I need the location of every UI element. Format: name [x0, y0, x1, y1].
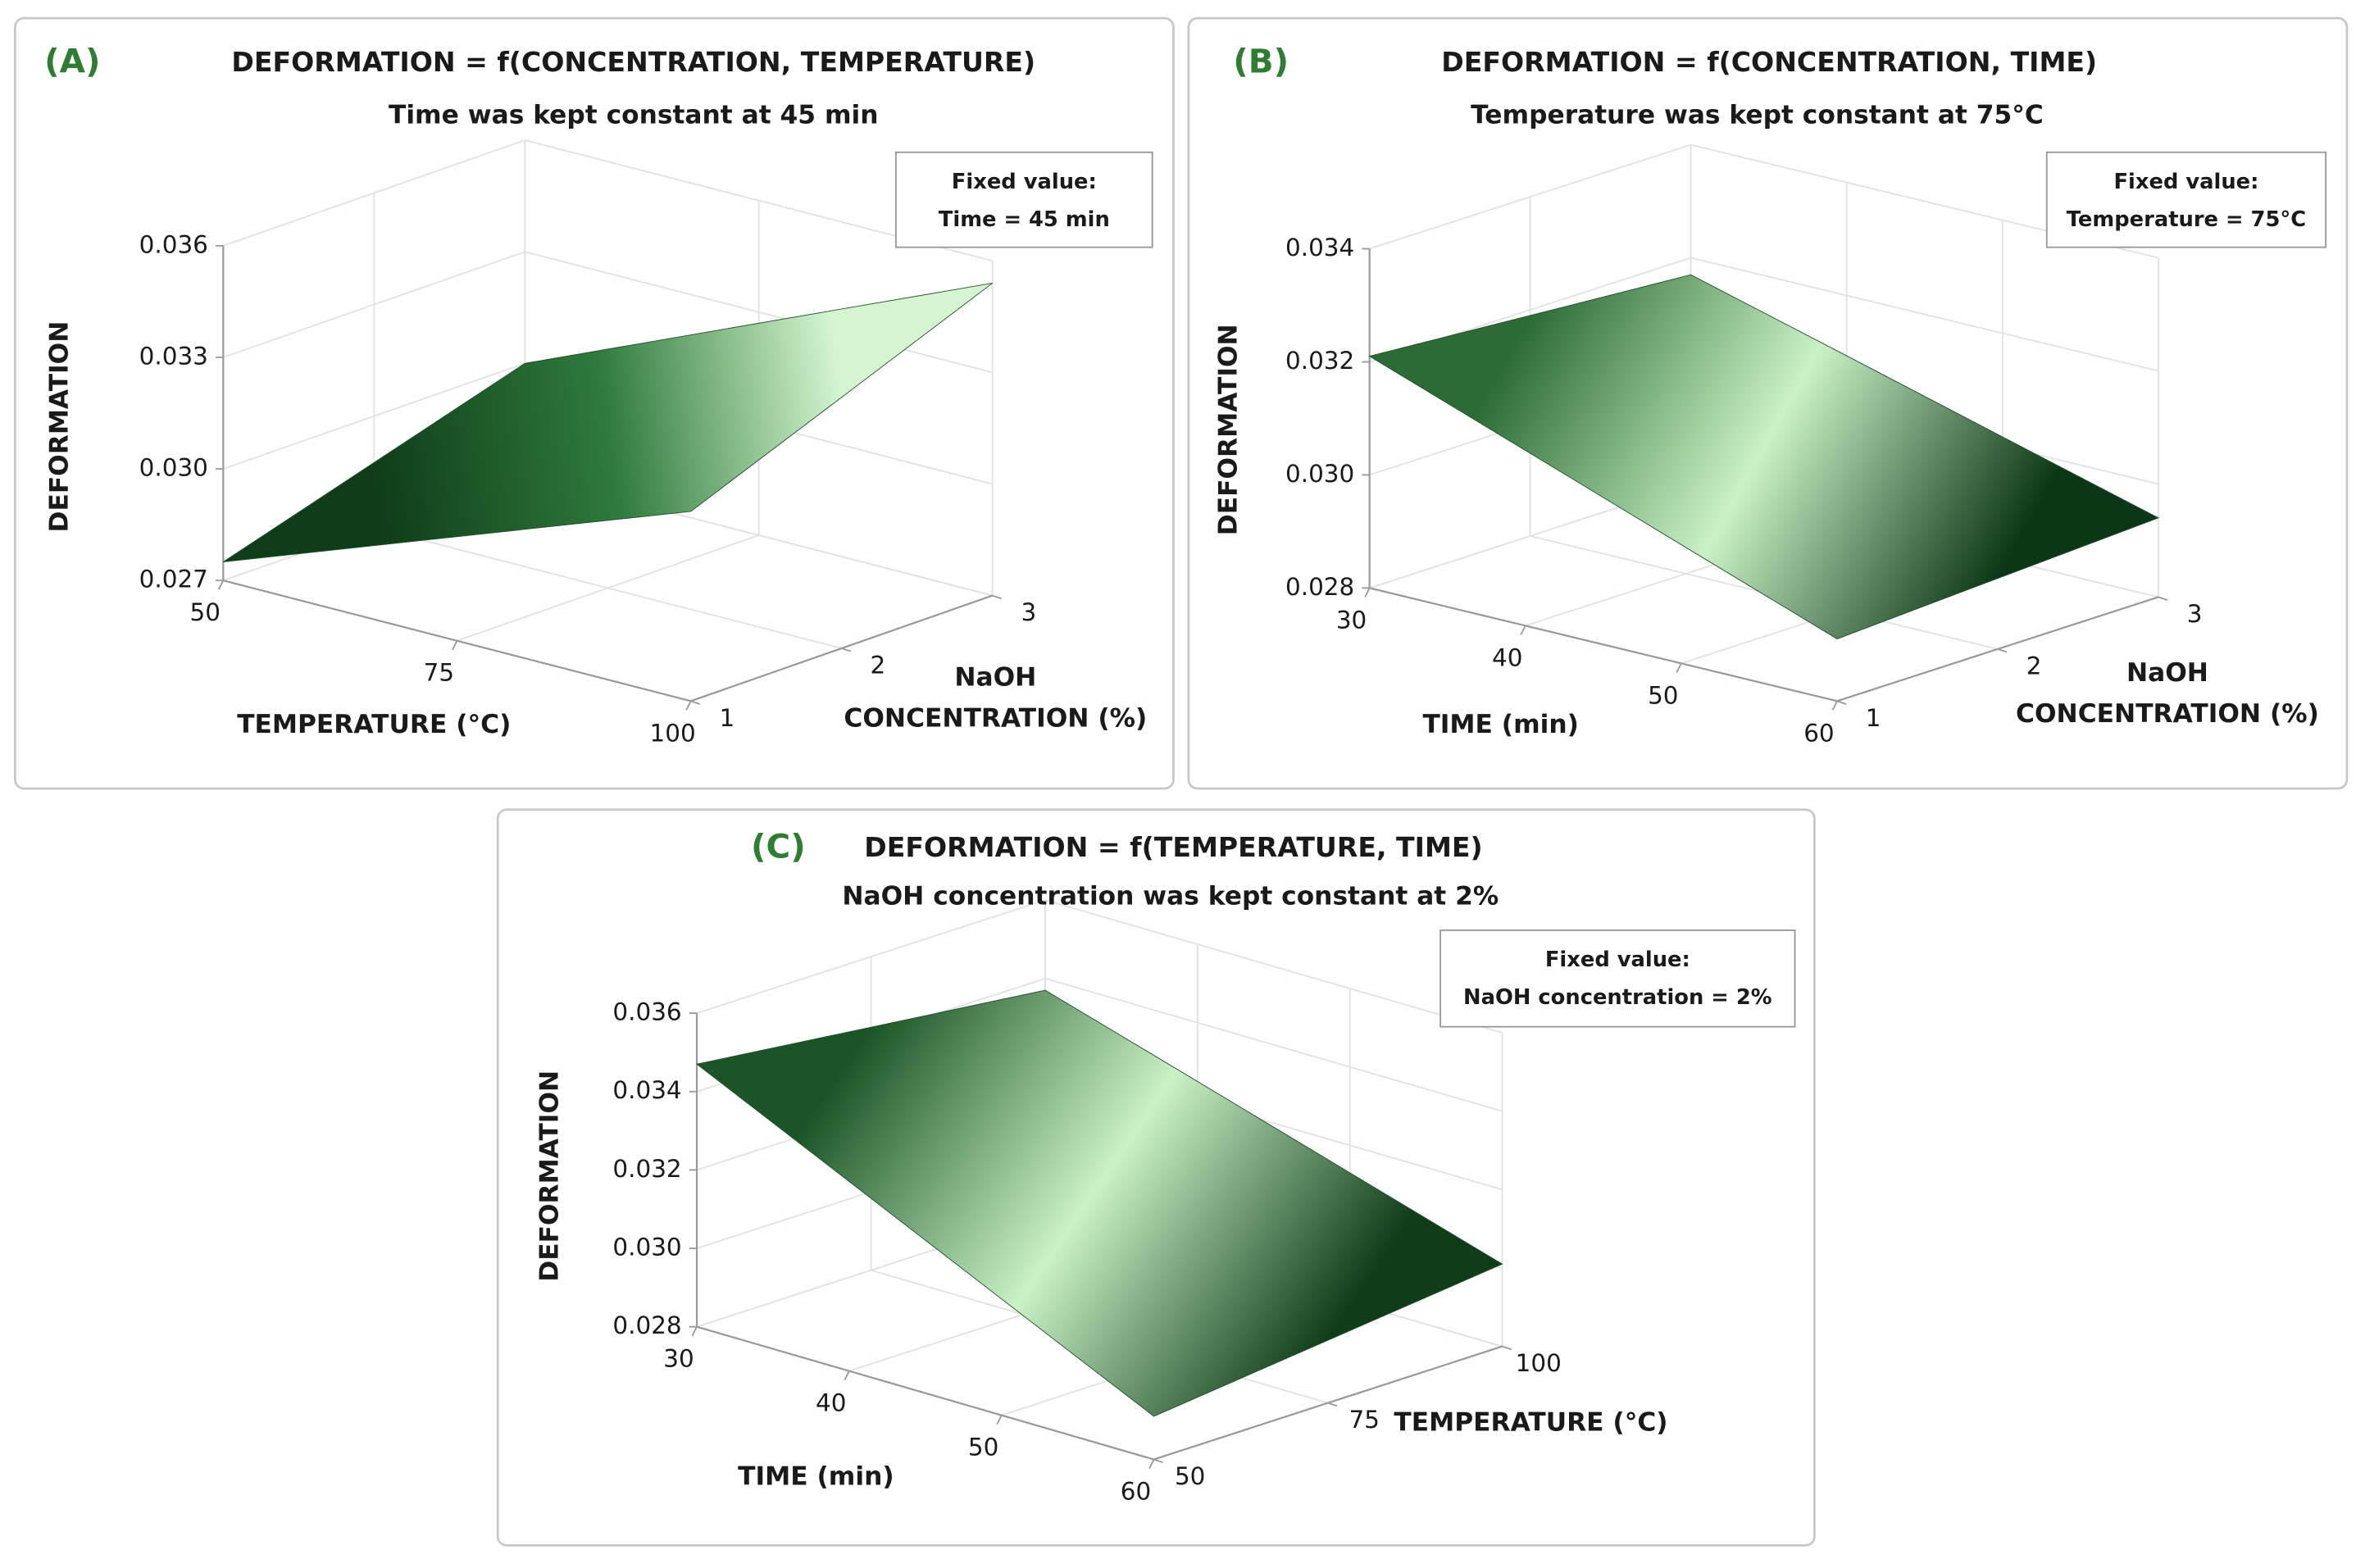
tick-mark: [217, 579, 225, 590]
x-tick-label: 40: [816, 1389, 846, 1417]
panel-label: (A): [44, 41, 100, 80]
tick-mark: [690, 700, 701, 705]
fixed-value-text: Time = 45 min: [939, 207, 1110, 232]
z-tick-label: 0.036: [139, 230, 208, 258]
x-tick-label: 30: [1336, 606, 1367, 634]
x-tick-label: 75: [424, 659, 454, 687]
tick-mark: [1153, 1458, 1163, 1464]
chart-title: DEFORMATION = f(CONCENTRATION, TEMPERATU…: [231, 46, 1035, 78]
x-tick-label: 60: [1803, 719, 1834, 747]
z-tick-label: 0.032: [612, 1155, 681, 1183]
tick-mark: [1997, 648, 2008, 653]
x-axis-label: TIME (min): [738, 1462, 894, 1492]
grid-line: [1044, 899, 1503, 1034]
fixed-value-text: NaOH concentration = 2%: [1463, 985, 1772, 1010]
x-tick-label: 40: [1492, 643, 1522, 671]
z-tick-label: 0.034: [612, 1076, 681, 1104]
z-tick-label: 0.036: [612, 998, 681, 1026]
axis-line: [1369, 587, 1838, 702]
fixed-value-text: Fixed value:: [1545, 948, 1690, 972]
grid-line: [1044, 977, 1503, 1112]
y-tick-label: 3: [1021, 598, 1036, 626]
panel-label: (B): [1233, 41, 1289, 80]
tick-mark: [996, 1415, 1003, 1425]
z-tick-label: 0.032: [1285, 347, 1354, 375]
grid-line: [1690, 257, 2159, 372]
surface-patch: [1368, 274, 2160, 639]
z-tick-label: 0.034: [1285, 234, 1354, 261]
fixed-value-box: [894, 151, 1153, 248]
y-axis-label: NaOH: [954, 663, 1036, 693]
tick-mark: [1148, 1459, 1155, 1470]
y-axis-label: NaOH: [2126, 658, 2208, 688]
tick-mark: [841, 648, 852, 652]
z-axis-label: DEFORMATION: [1214, 324, 1244, 535]
fixed-value-text: Fixed value:: [2113, 170, 2258, 194]
y-tick-label: 75: [1349, 1406, 1379, 1434]
y-tick-label: 2: [2026, 652, 2042, 679]
fixed-value-text: Fixed value:: [952, 170, 1097, 194]
z-tick-label: 0.028: [1285, 573, 1354, 601]
chart-subtitle: NaOH concentration was kept constant at …: [842, 881, 1499, 911]
tick-mark: [685, 700, 692, 711]
grid-line: [374, 526, 842, 649]
y-axis-label: CONCENTRATION (%): [844, 703, 1147, 733]
tick-mark: [1836, 700, 1847, 705]
x-tick-label: 60: [1121, 1478, 1151, 1506]
tick-mark: [452, 640, 458, 651]
fixed-value-box: [1439, 929, 1796, 1028]
z-tick-label: 0.028: [612, 1311, 681, 1339]
z-tick-label: 0.030: [1285, 460, 1354, 488]
y-axis-label: TEMPERATURE (°C): [1394, 1407, 1667, 1437]
z-axis-label: DEFORMATION: [45, 321, 75, 533]
y-tick-label: 2: [870, 652, 885, 679]
chart-subtitle: Time was kept constant at 45 min: [389, 101, 879, 130]
tick-mark: [1676, 662, 1682, 673]
x-tick-label: 50: [968, 1434, 998, 1461]
y-tick-label: 50: [1175, 1462, 1205, 1490]
y-tick-label: 1: [719, 704, 735, 732]
x-axis-label: TEMPERATURE (°C): [237, 710, 511, 739]
y-axis-label: CONCENTRATION (%): [2016, 699, 2319, 729]
surface-patch: [695, 989, 1503, 1417]
x-tick-label: 50: [1648, 681, 1678, 709]
y-tick-label: 1: [1866, 704, 1881, 732]
panel: 30 40 50 60 1 2 3 0.028 0.030 0.032 0.034 (B) DEFORM…: [1187, 16, 2349, 790]
x-axis-label: TIME (min): [1422, 710, 1578, 739]
fixed-value-text: Temperature = 75°C: [2067, 207, 2306, 232]
chart-subtitle: Temperature was kept constant at 75°C: [1471, 101, 2044, 130]
tick-mark: [691, 1326, 698, 1337]
panel-label: (C): [751, 827, 806, 866]
tick-mark: [1520, 625, 1526, 635]
surface-patch: [223, 282, 993, 562]
y-tick-label: 100: [1516, 1349, 1562, 1377]
tick-mark: [1327, 1402, 1338, 1407]
z-axis-label: DEFORMATION: [535, 1070, 565, 1282]
chart-title: DEFORMATION = f(CONCENTRATION, TIME): [1441, 46, 2097, 78]
panel: 50 75 100 1 2 3 0.027 0.030 0.033 0.036 (A) DEFORMA…: [14, 16, 1175, 790]
x-tick-label: 30: [663, 1345, 694, 1373]
fixed-value-box: [2045, 151, 2327, 248]
y-tick-label: 3: [2187, 600, 2203, 628]
z-tick-label: 0.027: [139, 566, 208, 593]
z-tick-label: 0.030: [139, 454, 208, 482]
tick-mark: [1502, 1345, 1512, 1351]
z-tick-label: 0.030: [612, 1234, 681, 1261]
axis-line: [696, 1325, 1154, 1461]
tick-mark: [844, 1370, 850, 1381]
chart-title: DEFORMATION = f(TEMPERATURE, TIME): [864, 831, 1482, 863]
tick-mark: [1831, 700, 1838, 711]
x-tick-label: 50: [190, 598, 221, 626]
tick-mark: [1364, 587, 1371, 598]
x-tick-label: 100: [650, 719, 696, 747]
tick-mark: [2158, 596, 2168, 601]
panel: 30 40 50 60 50 75 100 0.028 0.030 0.032 0.034 0.036…: [496, 808, 1816, 1547]
z-tick-label: 0.033: [139, 342, 208, 370]
tick-mark: [992, 594, 1003, 600]
axis-line: [1836, 596, 2159, 702]
